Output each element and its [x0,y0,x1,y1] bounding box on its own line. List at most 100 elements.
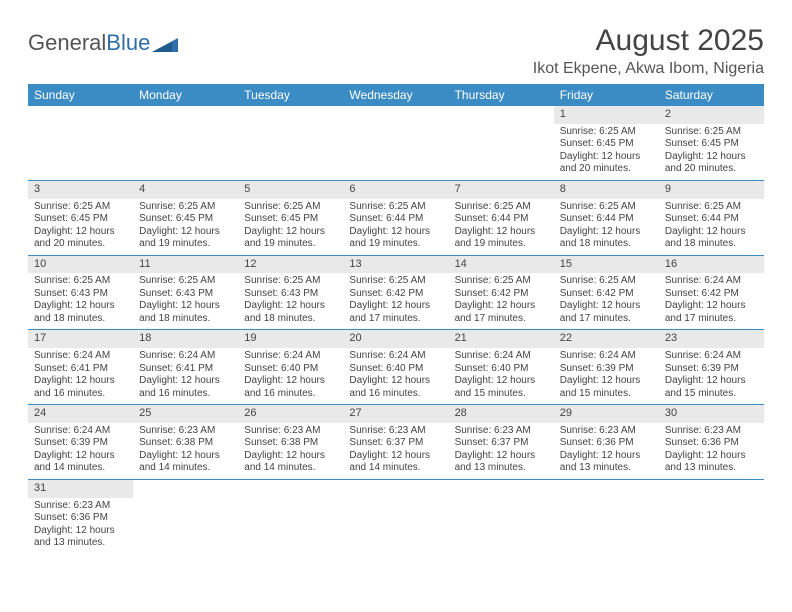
day-details-row: Sunrise: 6:25 AM Sunset: 6:45 PM Daylight:… [28,199,764,256]
day-number-cell [133,106,238,124]
day-detail-line: and 17 minutes. [349,313,442,326]
day-details-cell: Sunrise: 6:23 AMSunset: 6:37 PMDaylight:… [449,423,554,480]
day-detail-line: Sunset: 6:44 PM [349,213,442,226]
day-detail-line: Sunset: 6:45 PM [560,138,653,151]
day-number-cell: 6 [343,180,448,198]
weekday-header: Friday [554,84,659,106]
day-number-cell: 30 [659,405,764,423]
day-detail-line: Sunset: 6:36 PM [34,512,127,525]
day-detail-line: Daylight: 12 hours [560,375,653,388]
day-number-cell: 13 [343,255,448,273]
day-detail-line: Sunrise: 6:24 AM [665,350,758,363]
day-number-cell: 3 [28,180,133,198]
day-details-row: Sunrise: 6:24 AMSunset: 6:39 PMDaylight:… [28,423,764,480]
day-number-row: 17181920212223 [28,330,764,348]
day-details-cell [28,124,133,181]
day-details-cell: Sunrise: 6:25 AMSunset: 6:42 PMDaylight:… [343,273,448,330]
day-detail-line: and 15 minutes. [560,388,653,401]
day-detail-line: Sunset: 6:44 PM [560,213,653,226]
day-details-row: Sunrise: 6:24 AMSunset: 6:41 PMDaylight:… [28,348,764,405]
day-number-row: 3456789 [28,180,764,198]
day-number-cell: 1 [554,106,659,124]
day-detail-line: Daylight: 12 hours [455,300,548,313]
day-number-cell: 18 [133,330,238,348]
day-number-cell: 5 [238,180,343,198]
day-detail-line: Sunrise: 6:25 AM [34,201,127,214]
weekday-header: Saturday [659,84,764,106]
day-detail-line: and 17 minutes. [455,313,548,326]
logo-text-general: General [28,30,106,56]
day-detail-line: and 16 minutes. [244,388,337,401]
day-number-cell: 16 [659,255,764,273]
day-number-cell [343,479,448,497]
day-details-cell: Sunrise: 6:25 AMSunset: 6:43 PMDaylight:… [238,273,343,330]
day-number-cell: 9 [659,180,764,198]
day-number-cell: 10 [28,255,133,273]
day-details-cell: Sunrise: 6:25 AMSunset: 6:43 PMDaylight:… [133,273,238,330]
day-details-cell [554,498,659,554]
day-detail-line: Sunrise: 6:23 AM [665,425,758,438]
day-detail-line: Sunset: 6:42 PM [560,288,653,301]
day-details-cell [238,498,343,554]
day-details-cell: Sunrise: 6:24 AMSunset: 6:40 PMDaylight:… [343,348,448,405]
day-details-cell [449,124,554,181]
day-number-cell [133,479,238,497]
logo: GeneralBlue [28,30,178,56]
day-details-cell: Sunrise: 6:24 AMSunset: 6:39 PMDaylight:… [659,348,764,405]
day-detail-line: Daylight: 12 hours [244,450,337,463]
day-number-cell: 7 [449,180,554,198]
day-detail-line: and 13 minutes. [560,462,653,475]
day-detail-line: and 20 minutes. [34,238,127,251]
day-detail-line: Daylight: 12 hours [665,151,758,164]
day-details-cell: Sunrise: 6:24 AMSunset: 6:40 PMDaylight:… [238,348,343,405]
day-details-cell [449,498,554,554]
day-detail-line: Sunrise: 6:25 AM [34,275,127,288]
day-detail-line: Sunrise: 6:25 AM [455,275,548,288]
day-detail-line: and 18 minutes. [665,238,758,251]
day-detail-line: and 18 minutes. [560,238,653,251]
day-detail-line: Sunrise: 6:24 AM [34,350,127,363]
day-details-cell: Sunrise: 6:23 AMSunset: 6:36 PMDaylight:… [28,498,133,554]
day-number-cell: 22 [554,330,659,348]
day-detail-line: Sunset: 6:45 PM [139,213,232,226]
day-number-cell: 12 [238,255,343,273]
day-number-cell [554,479,659,497]
day-detail-line: Sunset: 6:40 PM [349,363,442,376]
day-detail-line: Daylight: 12 hours [34,375,127,388]
day-details-cell: Sunrise: 6:23 AMSunset: 6:36 PMDaylight:… [554,423,659,480]
weekday-header: Thursday [449,84,554,106]
day-detail-line: Sunset: 6:37 PM [349,437,442,450]
day-detail-line: Sunrise: 6:24 AM [139,350,232,363]
month-title: August 2025 [533,24,764,58]
day-detail-line: Sunrise: 6:25 AM [349,275,442,288]
day-detail-line: and 19 minutes. [244,238,337,251]
day-detail-line: Sunrise: 6:25 AM [665,201,758,214]
day-details-cell: Sunrise: 6:25 AMSunset: 6:44 PMDaylight:… [449,199,554,256]
day-detail-line: Daylight: 12 hours [244,375,337,388]
day-detail-line: Sunrise: 6:23 AM [349,425,442,438]
day-details-cell [343,124,448,181]
day-details-cell [238,124,343,181]
day-number-row: 12 [28,106,764,124]
day-detail-line: Sunset: 6:38 PM [139,437,232,450]
day-detail-line: Sunset: 6:44 PM [455,213,548,226]
weekday-header: Wednesday [343,84,448,106]
day-details-cell: Sunrise: 6:25 AMSunset: 6:42 PMDaylight:… [449,273,554,330]
day-detail-line: Daylight: 12 hours [34,450,127,463]
day-details-cell [133,498,238,554]
day-detail-line: Sunrise: 6:23 AM [455,425,548,438]
day-detail-line: Sunrise: 6:25 AM [560,201,653,214]
day-details-cell: Sunrise: 6:24 AMSunset: 6:39 PMDaylight:… [28,423,133,480]
day-number-row: 24252627282930 [28,405,764,423]
calendar-table: SundayMondayTuesdayWednesdayThursdayFrid… [28,84,764,554]
day-detail-line: Daylight: 12 hours [244,226,337,239]
day-number-cell: 24 [28,405,133,423]
day-detail-line: and 17 minutes. [560,313,653,326]
day-detail-line: Sunset: 6:45 PM [665,138,758,151]
day-details-row: Sunrise: 6:25 AMSunset: 6:45 PMDaylight:… [28,124,764,181]
day-detail-line: and 13 minutes. [455,462,548,475]
day-details-cell: Sunrise: 6:25 AMSunset: 6:43 PMDaylight:… [28,273,133,330]
day-details-cell [133,124,238,181]
day-details-cell: Sunrise: 6:25 AMSunset: 6:45 PMDaylight:… [659,124,764,181]
day-detail-line: Daylight: 12 hours [665,226,758,239]
